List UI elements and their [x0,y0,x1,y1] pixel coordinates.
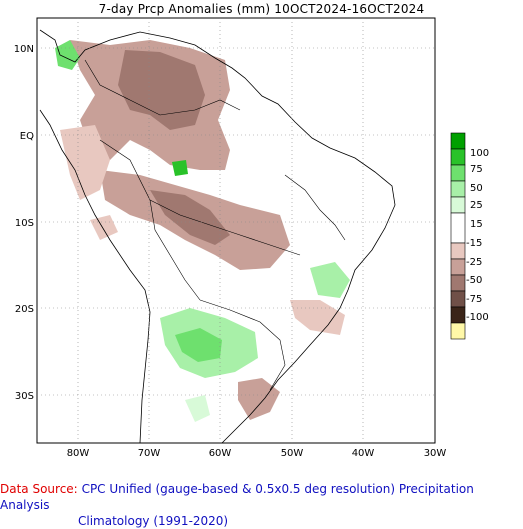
border-north [84,59,241,116]
legend-swatch-b75 [450,290,466,308]
legend-label-75: 75 [470,164,483,175]
south-america-coastline [39,29,396,444]
legend-label-minus100: -100 [466,312,489,323]
lat-label-eq: EQ [20,131,34,142]
legend-label-minus50: -50 [466,275,482,286]
legend-swatch-b15 [450,242,466,260]
lon-label-50w: 50W [281,448,304,459]
pos-anomaly-east [310,262,350,298]
grid-lines [37,18,435,443]
neg-anomaly-south [238,378,280,420]
legend-swatch-b50 [450,274,466,292]
legend-swatch-g75 [450,148,466,166]
data-source-text: CPC Unified (gauge-based & 0.5x0.5 deg r… [0,482,474,512]
neg-anomaly-light-west [60,125,110,200]
climatology-text: Climatology (1991-2020) [78,514,229,528]
neg-anomaly-small [90,215,118,240]
legend-swatch-g100 [450,132,466,150]
lat-label-20s: 20S [15,304,34,315]
pos-anomaly-spot [172,160,188,176]
legend-label-50: 50 [470,183,483,194]
footer: Data Source: CPC Unified (gauge-based & … [0,481,523,529]
map-canvas: 10N EQ 10S 20S 30S 80W 70W 60W 50W 40W 3… [14,17,489,459]
neg-anomaly-north-dark [118,50,205,130]
lon-label-80w: 80W [67,448,90,459]
legend-swatch-yellow [450,322,466,340]
legend-label-25: 25 [470,200,483,211]
border-west [99,139,201,301]
legend-label-minus25: -25 [466,257,482,268]
legend-swatch-b25 [450,258,466,276]
legend-swatch-white [450,212,466,244]
lon-label-60w: 60W [209,448,232,459]
legend-label-minus75: -75 [466,294,482,305]
legend-swatch-b100 [450,306,466,324]
neg-anomaly-central-dark [150,190,230,245]
legend-label-100: 100 [470,148,489,159]
neg-anomaly-east [290,300,345,335]
pacific-coastline [39,109,151,444]
legend-swatch-g15 [450,196,466,214]
lon-label-70w: 70W [138,448,161,459]
legend-swatch-g50 [450,164,466,182]
lat-label-30s: 30S [15,391,34,402]
country-borders [84,59,346,391]
lat-label-10n: 10N [14,44,34,55]
pos-anomaly-southwest [185,395,210,422]
pos-anomaly-northwest [55,40,80,70]
legend-label-15: 15 [470,219,483,230]
legend-colorbar [450,132,466,340]
border-south [199,299,286,391]
pos-anomaly-south-strong [175,328,222,362]
lon-label-40w: 40W [352,448,375,459]
data-source-label: Data Source: [0,482,78,496]
lat-label-10s: 10S [15,218,34,229]
legend-swatch-g25 [450,180,466,198]
lon-label-30w: 30W [424,448,447,459]
footer-source-line: Data Source: CPC Unified (gauge-based & … [0,481,523,513]
border-east-states [284,174,346,241]
legend-label-minus15: -15 [466,238,482,249]
coastlines [39,29,396,444]
border-central [149,199,301,256]
map-title: 7-day Prcp Anomalies (mm) 10OCT2024-16OC… [98,2,425,16]
